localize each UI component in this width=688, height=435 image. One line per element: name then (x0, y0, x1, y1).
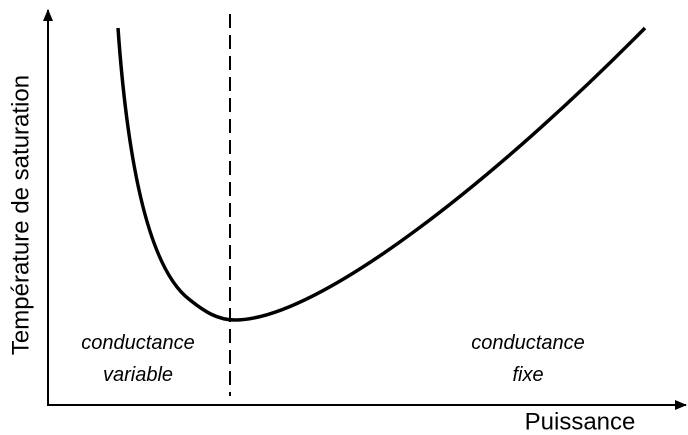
region-label: conductance (81, 332, 194, 354)
curve (116, 26, 647, 322)
region-label: conductance (471, 332, 584, 354)
region-label: variable (103, 364, 173, 386)
region-label: fixe (512, 364, 543, 386)
x-axis-label: Puissance (525, 408, 636, 435)
y-axis-label: Température de saturation (7, 75, 34, 355)
